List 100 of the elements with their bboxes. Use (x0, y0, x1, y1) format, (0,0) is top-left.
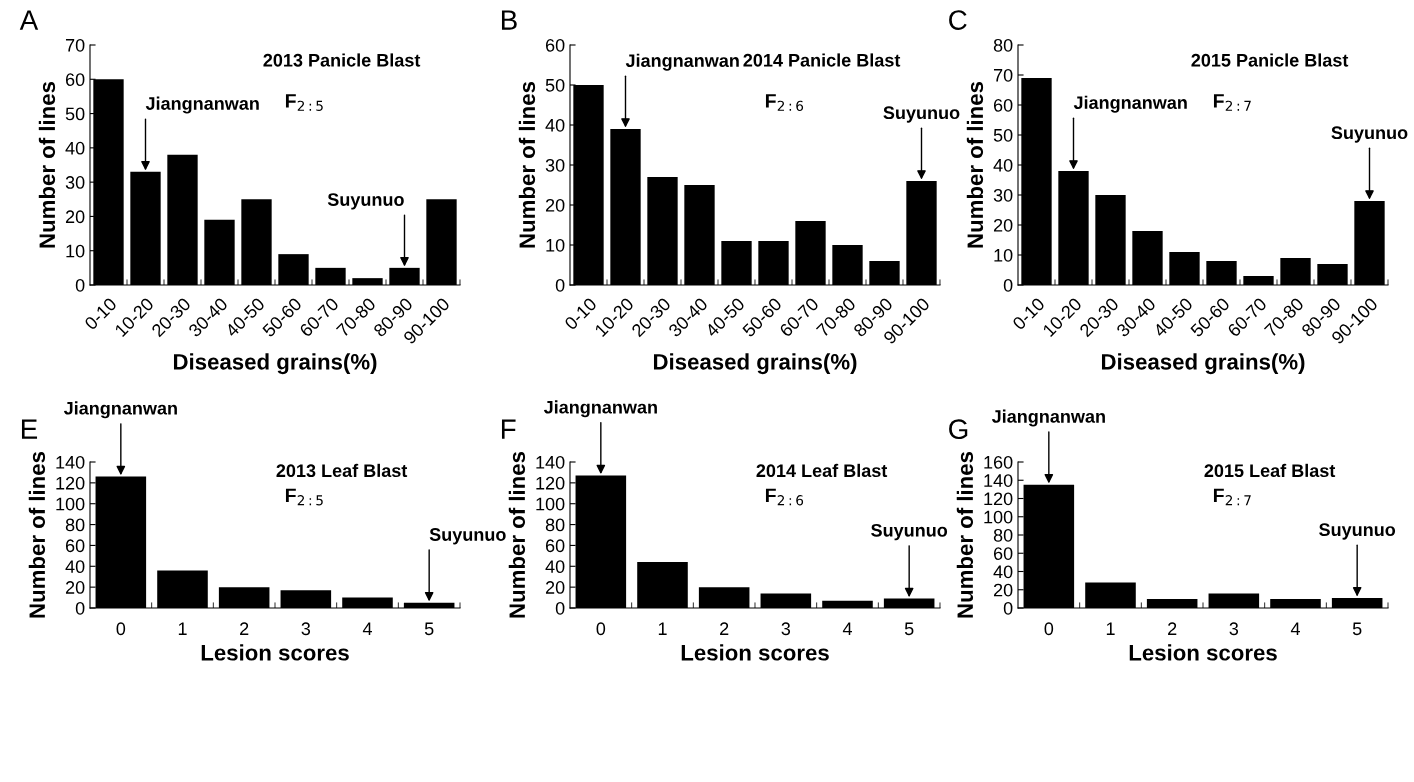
y-tick-label: 0 (1003, 278, 1013, 292)
x-tick-label: 1 (658, 622, 667, 635)
annotation: F$_{2:7}$ (1213, 94, 1251, 111)
x-tick-label: 0 (116, 622, 126, 636)
annotation: Jiangnanwan (625, 53, 739, 71)
y-tick-label: 140 (56, 455, 85, 469)
y-tick-label: 40 (545, 118, 565, 132)
y-tick-label: 10 (994, 248, 1013, 262)
annotation: Jiangnanwan (1073, 95, 1187, 113)
y-tick-label: 120 (536, 476, 565, 490)
annotation: Jiangnanwan (991, 409, 1105, 427)
y-tick-label: 80 (545, 518, 565, 532)
y-tick-label: 50 (65, 107, 85, 121)
chart-title: 2014 Leaf Blast (756, 463, 888, 478)
y-tick-label: 30 (993, 188, 1013, 202)
text: B (501, 10, 517, 30)
y-tick-label: 20 (65, 210, 85, 224)
x-tick-label: 5 (424, 622, 434, 636)
y-tick-label: 40 (545, 560, 565, 574)
y-tick-label: 40 (65, 141, 85, 155)
y-tick-label: 160 (984, 455, 1013, 469)
x-tick-label: 1 (178, 622, 187, 635)
x-tick-label: 1 (1106, 622, 1115, 635)
y-tick-label: 40 (993, 158, 1013, 172)
y-tick-label: 50 (545, 78, 565, 92)
y-tick-label: 20 (993, 583, 1013, 597)
annotation: Suyunuo (327, 193, 404, 210)
y-tick-label: 0 (1003, 601, 1013, 615)
annotation: Jiangnanwan (63, 401, 177, 419)
y-tick-label: 70 (993, 68, 1013, 82)
y-tick-label: 10 (546, 238, 565, 252)
annotation: Suyunuo (1319, 523, 1396, 540)
x-tick-label: 3 (781, 622, 791, 636)
y-tick-label: 80 (993, 528, 1013, 542)
text: E (21, 419, 38, 439)
y-tick-label: 20 (65, 581, 85, 594)
x-tick-label: 2 (720, 622, 729, 635)
y-axis-title: Number of lines (518, 81, 536, 248)
chart-title: 2015 Leaf Blast (1204, 463, 1336, 478)
text: F (501, 419, 516, 439)
y-tick-label: 80 (993, 38, 1013, 52)
x-tick-label: 0 (596, 622, 606, 636)
x-axis-title: Diseased grains(%) (173, 353, 377, 375)
y-tick-label: 0 (75, 601, 85, 615)
y-tick-label: 30 (545, 158, 565, 172)
chart-title: 2015 Panicle Blast (1191, 53, 1349, 67)
annotation: Suyunuo (429, 528, 506, 545)
y-tick-label: 0 (555, 601, 565, 615)
x-tick-label: 4 (362, 622, 372, 635)
y-tick-label: 60 (65, 539, 85, 553)
chart-title: 2014 Panicle Blast (743, 53, 901, 67)
annotation: F$_{2:7}$ (1213, 488, 1251, 506)
annotation: F$_{2:6}$ (765, 94, 804, 111)
text: G (949, 419, 968, 439)
x-axis-title: Diseased grains(%) (1101, 353, 1305, 375)
y-tick-label: 80 (65, 518, 85, 532)
annotation: F$_{2:5}$ (285, 94, 323, 111)
y-tick-label: 20 (545, 581, 565, 594)
annotation: Suyunuo (883, 106, 960, 123)
y-tick-label: 60 (993, 547, 1013, 560)
y-tick-label: 60 (993, 98, 1013, 112)
x-tick-label: 2 (1168, 622, 1177, 635)
x-tick-label: 2 (240, 622, 249, 635)
annotation: Jiangnanwan (543, 400, 657, 418)
y-tick-label: 140 (536, 455, 565, 469)
y-axis-title: Number of lines (28, 451, 46, 618)
y-tick-label: 120 (984, 492, 1013, 506)
y-tick-label: 20 (545, 198, 565, 212)
annotation: Suyunuo (1331, 126, 1408, 143)
x-axis-title: Lesion scores (201, 644, 349, 661)
text: A (19, 10, 39, 30)
y-tick-label: 140 (984, 474, 1013, 487)
annotation: F$_{2:6}$ (765, 488, 804, 506)
x-tick-label: 5 (1352, 622, 1362, 636)
annotation: Jiangnanwan (145, 96, 259, 114)
y-axis-title: Number of lines (508, 451, 526, 618)
y-tick-label: 100 (56, 497, 85, 511)
y-tick-label: 30 (65, 176, 85, 189)
y-tick-label: 0 (555, 278, 565, 292)
chart-title: 2013 Leaf Blast (276, 463, 408, 478)
y-tick-label: 70 (65, 38, 85, 52)
y-tick-label: 40 (65, 560, 85, 574)
x-tick-label: 4 (1290, 622, 1300, 635)
x-axis-title: Lesion scores (1129, 644, 1277, 661)
y-tick-label: 60 (545, 539, 565, 553)
x-tick-label: 3 (301, 622, 311, 636)
y-tick-label: 40 (993, 565, 1013, 579)
annotation: F$_{2:5}$ (285, 488, 323, 506)
y-axis-title: Number of lines (956, 451, 974, 618)
x-axis-title: Lesion scores (681, 644, 829, 661)
x-axis-title: Diseased grains(%) (653, 353, 857, 375)
x-tick-label: 4 (842, 622, 852, 635)
y-tick-label: 60 (65, 73, 85, 87)
y-tick-label: 120 (56, 476, 85, 490)
x-tick-label: 3 (1229, 622, 1239, 636)
y-axis-title: Number of lines (38, 81, 56, 248)
text: C (949, 10, 967, 30)
x-tick-label: 0 (1044, 622, 1054, 636)
chart-title: 2013 Panicle Blast (263, 53, 421, 67)
y-tick-label: 60 (545, 38, 565, 52)
